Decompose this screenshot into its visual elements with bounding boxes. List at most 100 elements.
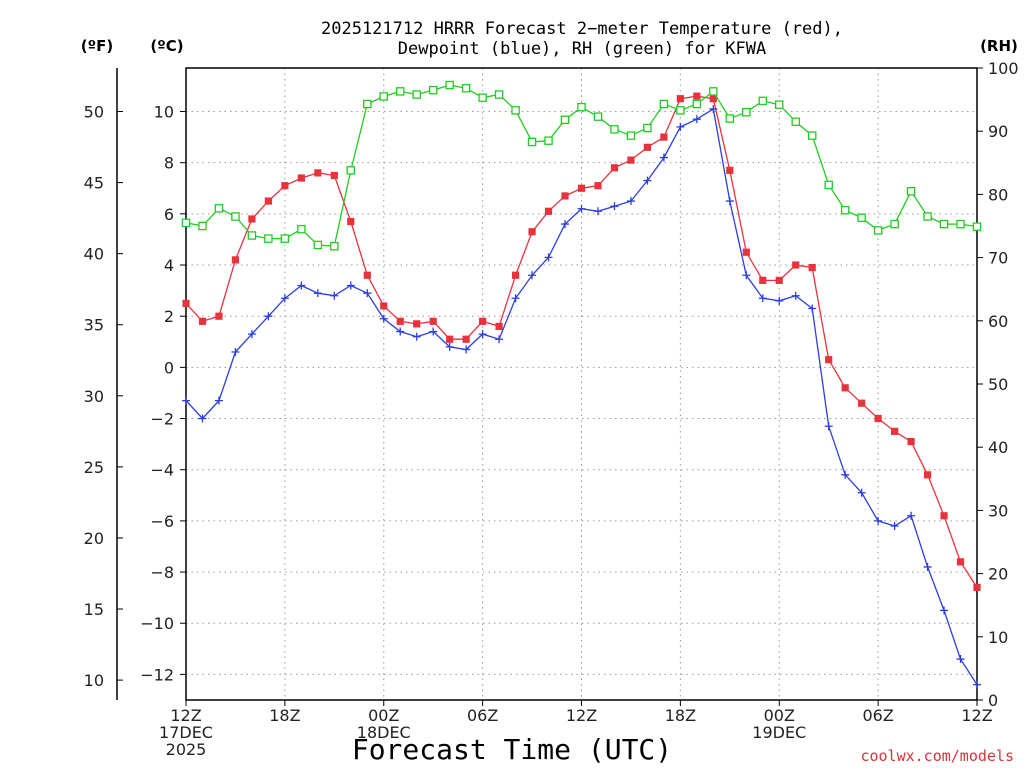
- rh-point: [709, 87, 718, 96]
- rh-point: [676, 106, 685, 115]
- dewpoint-point: [824, 422, 833, 431]
- temperature-point: [874, 414, 882, 423]
- temperature-point: [660, 133, 668, 141]
- x-tick-label: 12Z: [566, 706, 597, 725]
- celsius-tick-label: 2: [164, 307, 174, 326]
- temperature-point: [891, 427, 899, 435]
- rh-tick-label: 100: [988, 59, 1019, 78]
- temperature-point: [577, 184, 586, 192]
- x-tick-label: 18Z: [665, 706, 696, 725]
- temperature-point: [858, 399, 866, 407]
- dewpoint-point: [874, 516, 883, 525]
- rh-point: [692, 99, 702, 109]
- dewpoint-point: [247, 330, 256, 339]
- rh-point: [181, 218, 191, 228]
- dewpoint-point: [429, 327, 438, 336]
- rh-point: [610, 125, 619, 134]
- rh-point: [313, 240, 323, 250]
- fahrenheit-tick-label: 15: [84, 600, 104, 619]
- rh-point: [626, 131, 636, 140]
- temperature-point: [363, 271, 371, 279]
- dewpoint-point: [907, 511, 916, 520]
- rh-tick-label: 20: [988, 565, 1008, 584]
- dewpoint-point: [725, 197, 734, 206]
- rh-point: [807, 131, 817, 140]
- temperature-point: [380, 302, 388, 310]
- dewpoint-point: [313, 289, 322, 298]
- temperature-point: [347, 217, 355, 226]
- temperature-point: [495, 322, 503, 331]
- grid-layer: [185, 68, 978, 700]
- rh-point: [577, 102, 586, 112]
- fahrenheit-tick-label: 50: [84, 102, 104, 121]
- temperature-series: [182, 92, 981, 592]
- rh-point: [280, 234, 290, 243]
- rh-point: [840, 205, 850, 215]
- temperature-point: [808, 263, 816, 272]
- rh-tick-label: 90: [988, 122, 1008, 141]
- dewpoint-point: [198, 414, 207, 423]
- rh-point: [527, 137, 537, 147]
- rh-unit-label: (RH): [980, 37, 1018, 55]
- rh-point: [428, 85, 438, 95]
- rh-point: [972, 222, 982, 231]
- dewpoint-point: [544, 253, 553, 262]
- dewpoint-point: [577, 204, 586, 213]
- x-tick-label: 12Z: [961, 706, 992, 725]
- dewpoint-point: [363, 289, 372, 298]
- temperature-point: [314, 169, 322, 177]
- dewpoint-point: [643, 176, 652, 185]
- temperature-point: [726, 166, 734, 174]
- temperature-point: [775, 276, 783, 284]
- temperature-point: [841, 384, 849, 392]
- rh-point: [758, 96, 768, 106]
- rh-point: [330, 241, 339, 251]
- x-tick-label: 06Z: [862, 706, 893, 725]
- temperature-point: [429, 317, 437, 325]
- dewpoint-point: [758, 294, 767, 303]
- dewpoint-point: [709, 104, 718, 113]
- axes-layer: 1086420−2−4−6−8−10−125045403530252015101…: [84, 59, 1019, 759]
- temperature-point: [973, 583, 981, 592]
- rh-point: [461, 83, 471, 93]
- rh-series: [181, 80, 982, 251]
- x-tick-label: 18DEC: [357, 723, 411, 742]
- dewpoint-point: [841, 470, 850, 479]
- dewpoint-point: [775, 296, 784, 305]
- temperature-point: [479, 317, 487, 325]
- celsius-tick-label: −10: [140, 614, 174, 633]
- dewpoint-point: [297, 281, 306, 290]
- rh-point: [264, 234, 273, 243]
- temperature-point: [297, 174, 305, 182]
- temperature-point: [561, 192, 569, 200]
- temperature-point: [215, 312, 223, 320]
- dewpoint-point: [742, 271, 751, 280]
- fahrenheit-tick-label: 35: [84, 316, 104, 335]
- rh-point: [247, 231, 257, 240]
- rh-point: [363, 99, 372, 109]
- rh-tick-label: 60: [988, 312, 1008, 331]
- temperature-point: [940, 512, 948, 520]
- dewpoint-point: [808, 304, 817, 313]
- x-tick-label: 00Z: [764, 706, 795, 725]
- rh-point: [494, 90, 504, 99]
- temperature-point: [956, 558, 965, 566]
- dewpoint-series: [182, 104, 981, 689]
- fahrenheit-tick-label: 20: [84, 529, 104, 548]
- dewpoint-point: [330, 291, 339, 300]
- x-tick-label: 2025: [166, 740, 207, 759]
- temperature-point: [528, 228, 536, 236]
- rh-point: [297, 224, 306, 234]
- rh-point: [511, 106, 520, 115]
- fahrenheit-tick-label: 30: [84, 387, 104, 406]
- fahrenheit-tick-label: 10: [84, 671, 104, 690]
- rh-point: [873, 226, 883, 235]
- x-axis-label: Forecast Time (UTC): [352, 733, 672, 766]
- rh-point: [725, 114, 735, 123]
- dewpoint-point: [280, 294, 289, 303]
- celsius-tick-label: −2: [150, 410, 174, 429]
- chart-title: 2025121712 HRRR Forecast 2−meter Tempera…: [321, 19, 843, 39]
- celsius-tick-label: −12: [140, 665, 174, 684]
- rh-point: [956, 219, 965, 229]
- temperature-point: [231, 256, 240, 264]
